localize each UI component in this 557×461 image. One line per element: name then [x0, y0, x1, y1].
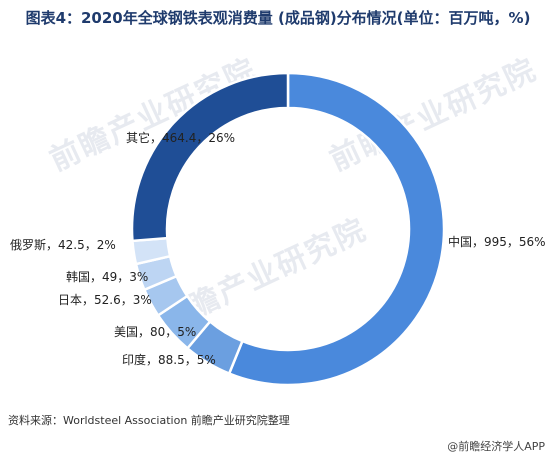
slice-label-5: 韩国，49，3%	[66, 269, 148, 284]
donut-slices	[130, 71, 446, 387]
slice-label-2: 印度，88.5，5%	[122, 352, 216, 367]
slice-1	[227, 71, 446, 387]
donut-labels: 中国，995，56% 印度，88.5，5% 美国，80，5% 日本，52.6，3% 韩国…	[10, 130, 546, 367]
slice-label-1: 中国，995，56%	[448, 234, 546, 249]
slice-label-3: 美国，80，5%	[114, 325, 196, 339]
brand-mark: @前瞻经济学人APP	[447, 440, 545, 453]
source-note: 资料来源：Worldsteel Association 前瞻产业研究院整理	[8, 414, 290, 427]
slice-label-7: 其它，464.4，26%	[126, 130, 235, 145]
slice-7	[130, 71, 290, 243]
chart-title: 图表4：2020年全球钢铁表观消费量 (成品钢)分布情况(单位：百万吨，%)	[25, 9, 531, 27]
slice-label-6: 俄罗斯，42.5，2%	[10, 238, 116, 252]
slice-label-4: 日本，52.6，3%	[58, 293, 152, 307]
